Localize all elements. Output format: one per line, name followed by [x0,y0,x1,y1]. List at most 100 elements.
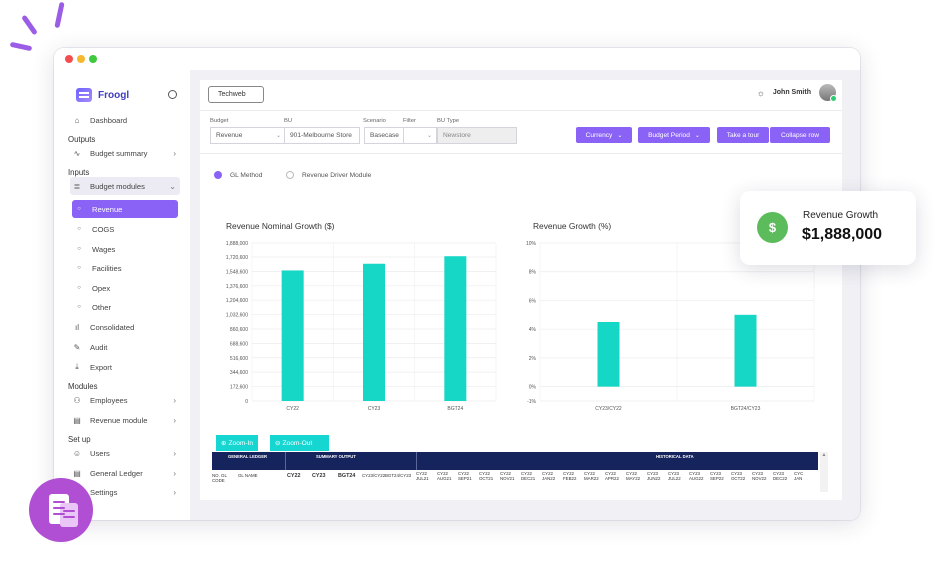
brand[interactable]: Froogl [76,88,129,102]
grid-col-historical: CYC JAN [794,471,804,481]
book-icon: ▤ [73,415,81,425]
grid-col-historical: CY22 JAN22 [542,471,556,481]
pulse-icon: ∿ [73,148,81,158]
scenario-select-value: Basecase [370,132,399,139]
grid-col-historical: CY23 JUL22 [668,471,681,481]
database-icon: ≣ [73,181,81,191]
gl-method-label: GL Method [230,171,263,179]
sidebar-item-label: Other [92,302,111,312]
sidebar-item-opex[interactable]: ○ Opex [72,279,178,297]
chart-title-percent: Revenue Growth (%) [533,221,612,231]
sidebar-item-consolidated[interactable]: ıl Consolidated [70,318,180,336]
froogl-logo-icon [76,88,92,102]
bu-type-field[interactable]: Newstore [437,127,517,144]
bu-select[interactable]: 901-Melbourne Store [284,127,360,144]
sidebar-item-facilities[interactable]: ○ Facilities [72,259,178,277]
sidebar-item-label: Settings [90,487,118,497]
chevron-right-icon: › [173,448,176,458]
ledger-icon: ▤ [73,468,81,478]
chevron-right-icon: › [173,148,176,158]
sidebar-item-label: COGS [92,224,115,234]
sidebar-toggle-icon[interactable] [168,90,177,99]
sidebar-item-general-ledger[interactable]: ▤ General Ledger › [70,464,180,482]
grid-col-summary: BGT24/CY23 [385,473,412,478]
bar [363,263,385,401]
sidebar-item-label: Consolidated [90,322,135,332]
revenue-driver-option[interactable]: Revenue Driver Module [286,171,371,179]
grid-column-headers: NO. GL CODE GL NAME CY22 CY23 BGT24 CY23/CY… [212,470,818,492]
y-tick-label: 4% [529,327,537,333]
scroll-up-icon[interactable]: ▲ [821,452,827,458]
sidebar-item-users[interactable]: ☺ Users › [70,444,180,462]
sidebar-item-revenue[interactable]: ○ Revenue [72,200,178,218]
sidebar-item-label: Opex [92,283,111,293]
grid-col-historical: CY22 MAR22 [584,471,599,481]
grid-col-historical: CY23 OCT22 [731,471,746,481]
sidebar-item-budget-summary[interactable]: ∿ Budget summary › [70,144,180,162]
grid-scrollbar[interactable] [820,452,828,492]
budget-select[interactable]: Revenue ⌄ [210,127,286,144]
gl-method-option[interactable]: GL Method [214,171,262,179]
avatar[interactable] [819,84,837,102]
company-selector[interactable]: Techweb [208,86,264,103]
take-tour-button[interactable]: Take a tour [717,127,769,143]
title-bar [54,48,860,70]
bar [444,256,467,401]
decor-spark [9,41,33,52]
grid-col-summary: CY23 [312,473,326,479]
sidebar-item-dashboard[interactable]: ⌂ Dashboard [70,111,180,129]
filter-select[interactable]: ⌄ [403,127,437,144]
grid-col-historical: CY23 DEC22 [773,471,788,481]
zoom-in-button[interactable]: ⊕ Zoom-In [216,435,259,451]
theme-toggle-icon[interactable]: ☼ [756,87,765,98]
grid-col-gl-code: NO. GL CODE [212,473,227,483]
y-tick-label: 1,720,600 [226,255,248,261]
y-tick-label: 1,888,000 [226,241,248,247]
close-dot[interactable] [65,55,73,63]
circle-icon: ○ [77,226,81,232]
maximize-dot[interactable] [89,55,97,63]
zoom-in-icon: ⊕ [221,440,227,447]
grid-col-historical: CY22 APR22 [605,471,619,481]
sidebar-item-export[interactable]: ⤓ Export [70,358,180,376]
sidebar-item-employees[interactable]: ⚇ Employees › [70,391,180,409]
budget-period-button[interactable]: Budget Period ⌄ [638,127,710,143]
sidebar-item-audit[interactable]: ✎ Audit [70,338,180,356]
document-line [53,513,65,515]
sidebar-item-label: Budget modules [90,181,145,191]
sidebar-item-label: Facilities [92,263,122,273]
bu-label: BU [284,118,293,124]
chevron-right-icon: › [173,395,176,405]
budget-select-value: Revenue [216,132,243,139]
grid-col-historical: CY23 JUN22 [647,471,661,481]
sidebar-item-budget-modules[interactable]: ≣ Budget modules ⌄ [70,177,180,195]
collapse-row-button[interactable]: Collapse row [770,127,830,143]
revenue-nominal-chart: 0 172,600 344,600 516,600 688,600 860,600 1,03… [226,241,497,412]
sidebar-item-cogs[interactable]: ○ COGS [72,220,178,238]
document-sheet-back [60,503,78,527]
scenario-select[interactable]: Basecase [364,127,404,144]
minimize-dot[interactable] [77,55,85,63]
sidebar-item-revenue-module[interactable]: ▤ Revenue module › [70,411,180,429]
y-tick-label: -1% [527,399,536,405]
sidebar-item-label: Employees [90,395,128,405]
sidebar-item-label: Audit [90,342,108,352]
zoom-out-button[interactable]: ⊖ Zoom-Out [270,435,329,451]
grid-col-historical: CY22 FEB22 [563,471,577,481]
content-panel: Techweb ☼ John Smith Budget Revenue ⌄ BU… [200,80,842,500]
user-name[interactable]: John Smith [772,89,811,96]
filters-divider [200,153,842,154]
app-window: Froogl ⌂ Dashboard Outputs ∿ Budget summ… [54,48,860,520]
sidebar-item-label: Wages [92,244,116,254]
grid-col-historical: CY22 JUL21 [416,471,429,481]
sidebar-item-label: Budget summary [90,148,148,158]
sidebar-item-wages[interactable]: ○ Wages [72,240,178,258]
grid-header-summary-output: SUMMARY OUTPUT [316,454,356,459]
sidebar: Froogl ⌂ Dashboard Outputs ∿ Budget summ… [54,70,188,520]
document-line [63,516,75,518]
sidebar-item-other[interactable]: ○ Other [72,298,178,316]
y-tick-label: 6% [529,298,537,304]
revenue-driver-label: Revenue Driver Module [302,171,372,179]
currency-button[interactable]: Currency ⌄ [576,127,632,143]
decor-spark [21,14,38,36]
